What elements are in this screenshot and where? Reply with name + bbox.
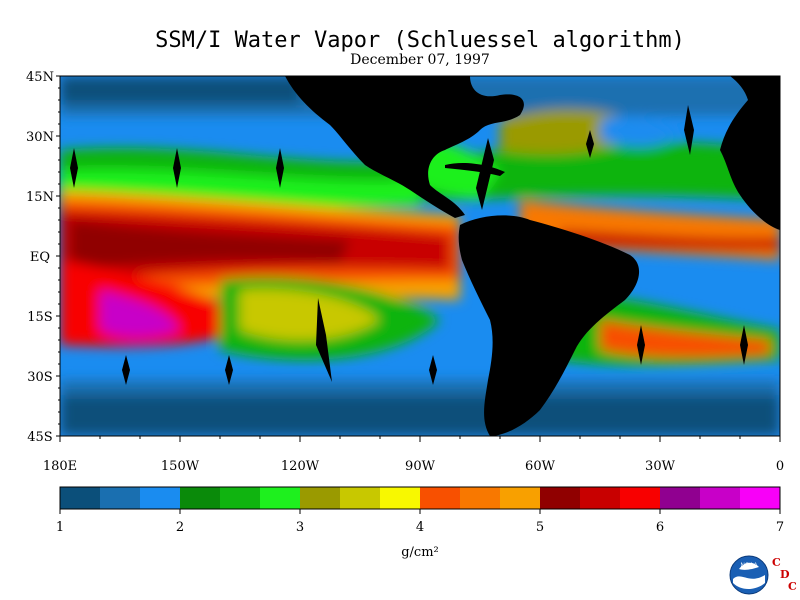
colorbar-ticks: 1 2 3 4 5 6 7: [56, 509, 784, 535]
colorbar-tick-label: 3: [296, 520, 304, 535]
map-date: December 07, 1997: [350, 52, 490, 68]
colorbar-tick-label: 4: [416, 520, 424, 535]
colorbar-swatch: [460, 487, 501, 509]
latitude-axis: 45N 30N 15N EQ 15S 30S 45S: [26, 70, 60, 445]
colorbar-tick-label: 7: [776, 520, 784, 535]
noaa-logo-text: NOAA: [740, 563, 757, 569]
colorbar-swatch: [60, 487, 101, 509]
lon-label: 60W: [525, 459, 556, 474]
colorbar-swatch: [260, 487, 301, 509]
africa: [720, 76, 780, 230]
lat-label: 30N: [26, 130, 54, 145]
lon-label: 180E: [43, 459, 77, 474]
colorbar-swatch: [620, 487, 661, 509]
lon-label: 120W: [281, 459, 320, 474]
lat-label: 45N: [26, 70, 54, 85]
colorbar-tick-label: 2: [176, 520, 184, 535]
colorbar-swatch: [500, 487, 541, 509]
south-america: [458, 215, 640, 436]
colorbar-swatch: [340, 487, 381, 509]
colorbar-swatch: [180, 487, 221, 509]
colorbar-swatch: [100, 487, 141, 509]
map-title: SSM/I Water Vapor (Schluessel algorithm): [155, 28, 685, 53]
cdc-letter-2: D: [780, 568, 790, 581]
cdc-logo: C D C: [770, 556, 798, 596]
lat-label: EQ: [30, 250, 50, 265]
lon-label: 30W: [645, 459, 676, 474]
lat-label: 45S: [27, 430, 52, 445]
longitude-axis: 180E 150W 120W 90W 60W 30W 0: [43, 436, 784, 474]
colorbar-swatch: [740, 487, 781, 509]
colorbar-swatch: [540, 487, 581, 509]
colorbar-swatch: [700, 487, 741, 509]
lon-label: 150W: [161, 459, 200, 474]
north-america: [285, 76, 524, 218]
lat-label: 30S: [27, 370, 52, 385]
colorbar-unit: g/cm²: [401, 545, 439, 560]
lon-label: 90W: [405, 459, 436, 474]
colorbar-tick-label: 1: [56, 520, 64, 535]
colorbar-swatch: [580, 487, 621, 509]
cdc-letter-3: C: [788, 580, 797, 593]
lat-label: 15N: [26, 190, 54, 205]
cdc-letter-1: C: [772, 556, 781, 569]
colorbar-tick-label: 6: [656, 520, 664, 535]
colorbar: [59, 486, 781, 510]
colorbar-swatch: [140, 487, 181, 509]
colorbar-tick-label: 5: [536, 520, 544, 535]
noaa-logo: NOAA: [729, 555, 769, 595]
lat-label: 15S: [27, 310, 52, 325]
map-field: [60, 76, 780, 436]
colorbar-swatch: [220, 487, 261, 509]
colorbar-swatch: [660, 487, 701, 509]
colorbar-swatch: [300, 487, 341, 509]
colorbar-swatch: [420, 487, 461, 509]
lon-label: 0: [776, 459, 784, 474]
colorbar-swatch: [380, 487, 421, 509]
data-gaps: [70, 105, 748, 385]
